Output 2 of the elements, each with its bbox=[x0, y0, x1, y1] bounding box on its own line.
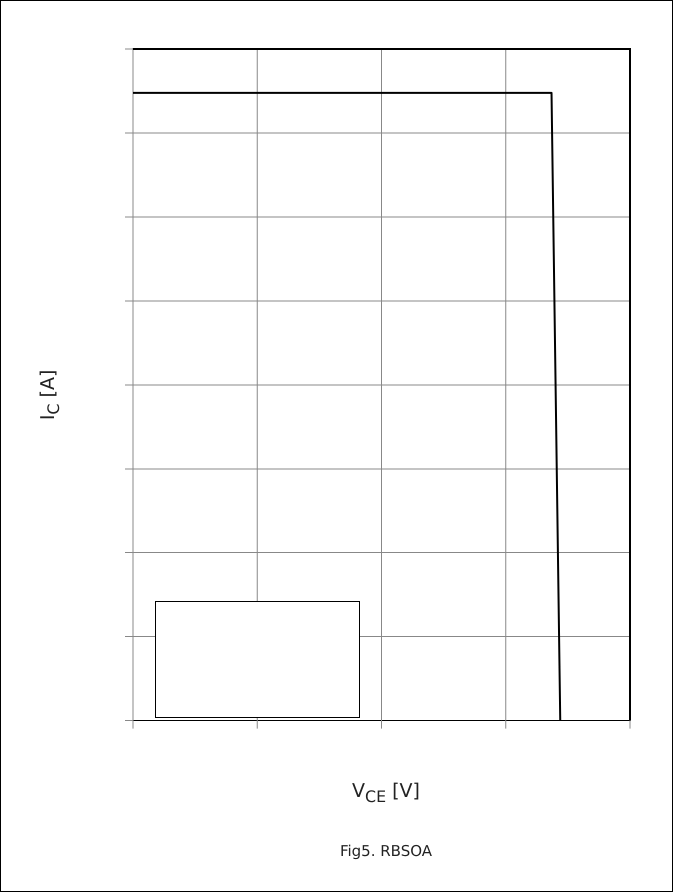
caption: Fig5. RBSOA bbox=[338, 842, 434, 860]
x-axis-title: V$_{CE}$ [V] bbox=[351, 780, 421, 806]
